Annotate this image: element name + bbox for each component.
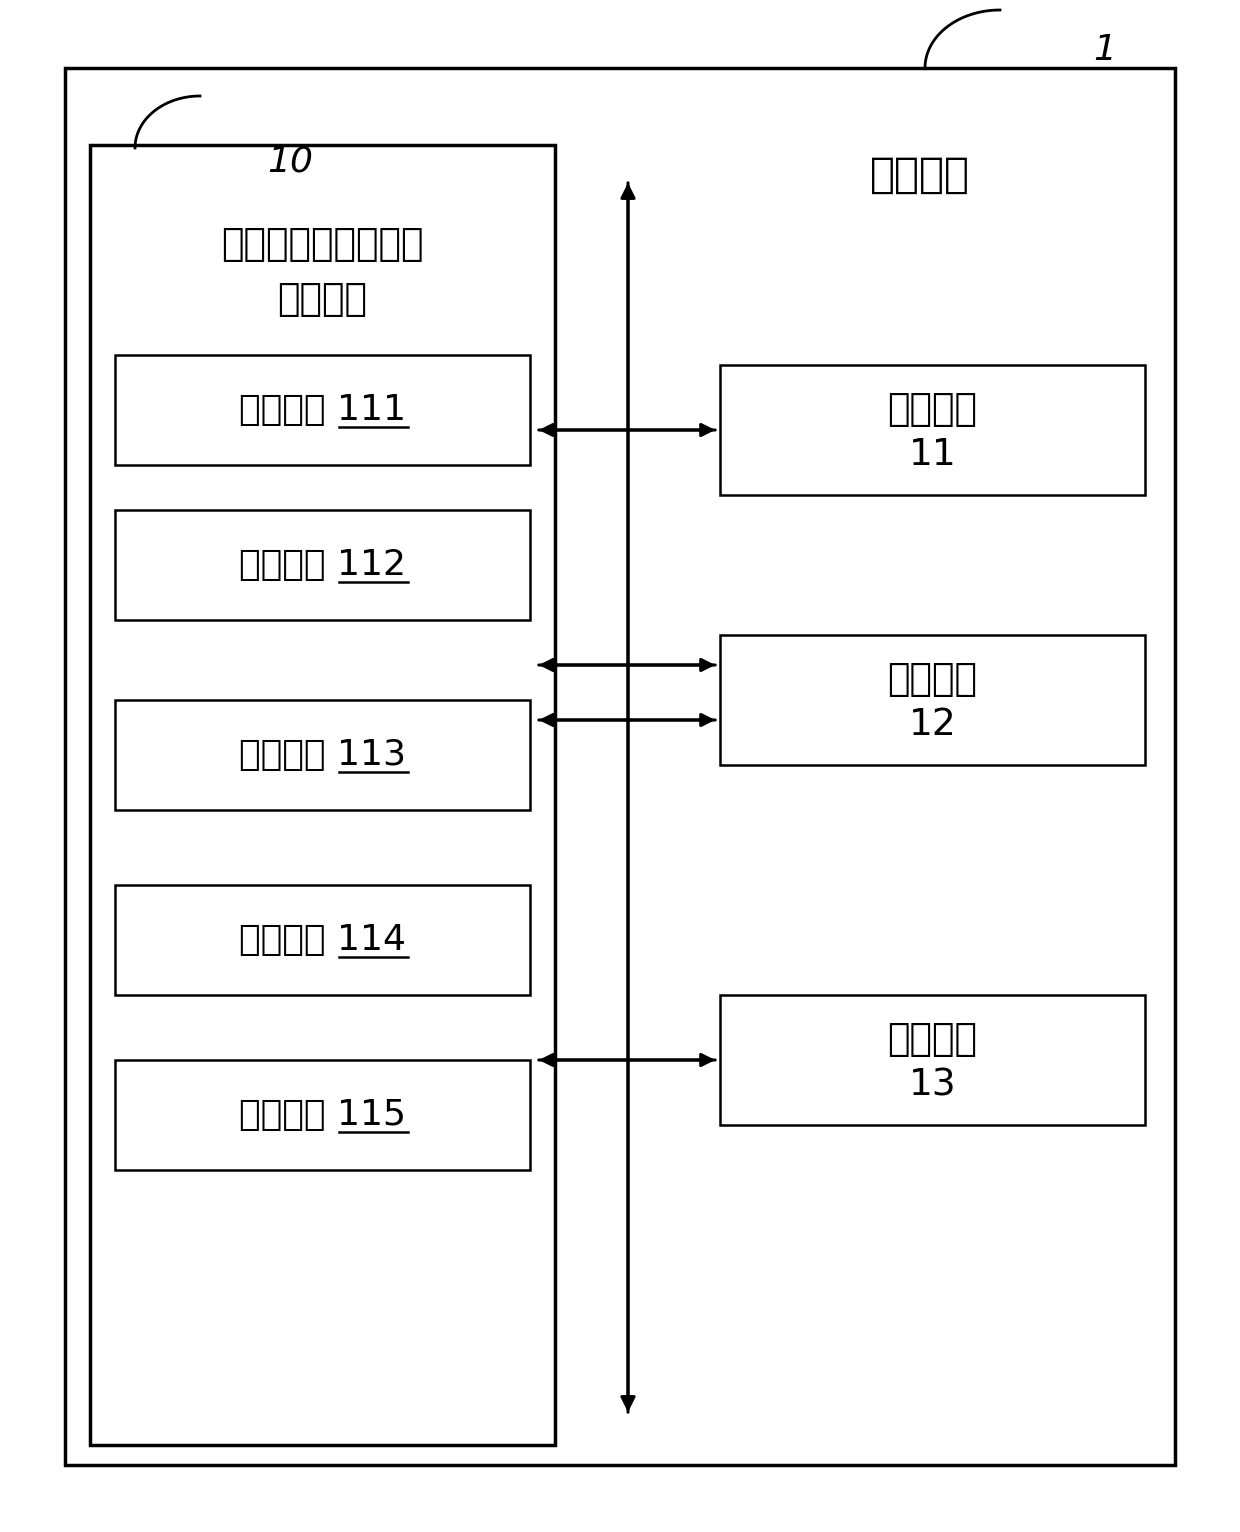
Text: 数据中心: 数据中心 — [870, 155, 970, 196]
Bar — [720, 634, 1145, 764]
Text: 12: 12 — [909, 706, 956, 743]
Bar — [91, 146, 556, 1445]
Text: 预警模块 115: 预警模块 115 — [239, 1098, 405, 1132]
Bar — [115, 510, 529, 620]
Text: 10: 10 — [267, 146, 312, 179]
Text: 发送模块 112: 发送模块 112 — [239, 548, 405, 582]
Text: 11: 11 — [909, 437, 956, 473]
Text: 处理单元: 处理单元 — [888, 662, 977, 699]
Bar — [115, 1060, 529, 1170]
Text: 医疗信息化安全输血: 医疗信息化安全输血 — [221, 227, 424, 264]
Bar — [64, 67, 1176, 1465]
Bar — [720, 994, 1145, 1124]
Text: 1: 1 — [1094, 34, 1116, 67]
Text: 获取模块 111: 获取模块 111 — [239, 394, 405, 427]
Bar — [720, 365, 1145, 495]
Text: 监控系统: 监控系统 — [278, 282, 367, 319]
Text: 13: 13 — [909, 1066, 956, 1103]
Bar — [115, 885, 529, 994]
Bar — [115, 700, 529, 810]
Text: 判断模块 113: 判断模块 113 — [239, 738, 405, 772]
Text: 通知模块 114: 通知模块 114 — [239, 922, 405, 958]
Bar — [115, 355, 529, 466]
Text: 存储单元: 存储单元 — [888, 392, 977, 427]
Text: 通讯单元: 通讯单元 — [888, 1022, 977, 1059]
